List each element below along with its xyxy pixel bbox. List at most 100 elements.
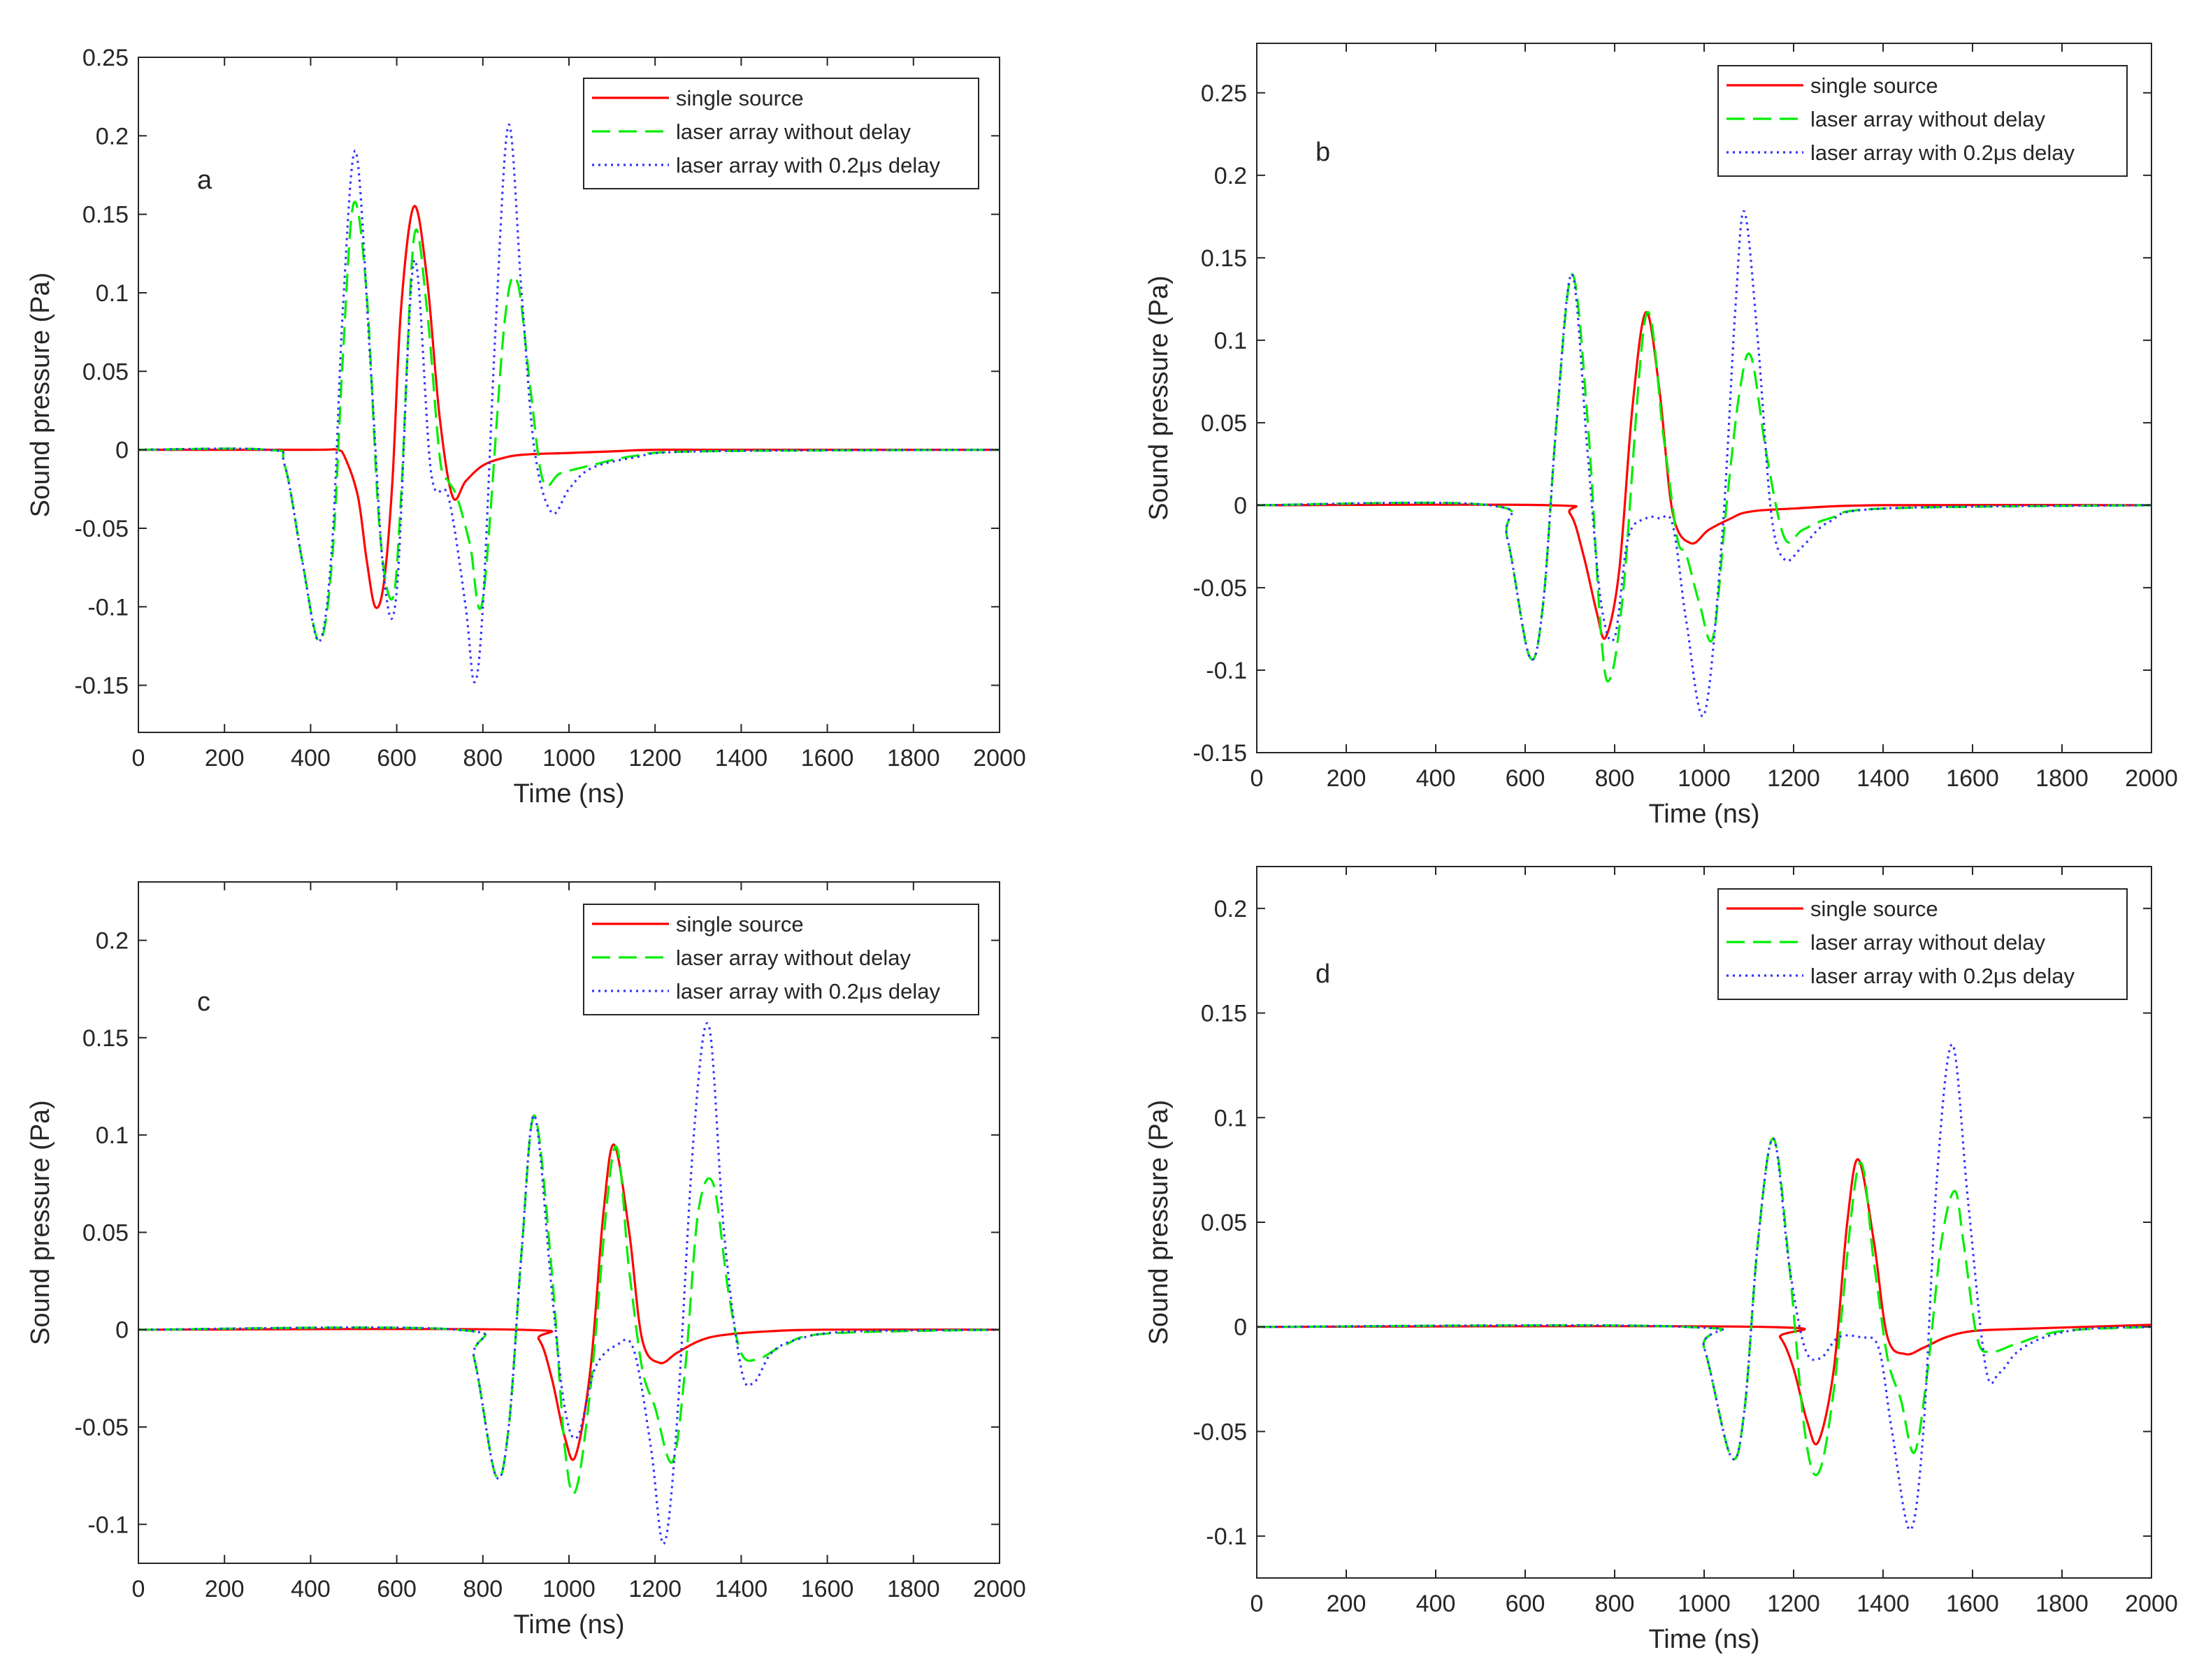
x-tick-label: 1600 — [1946, 765, 1999, 792]
x-tick-label: 0 — [1250, 765, 1264, 792]
y-tick-label: 0.25 — [82, 45, 129, 71]
x-tick-label: 1000 — [1678, 1591, 1731, 1617]
y-axis-title: Sound pressure (Pa) — [1144, 275, 1174, 521]
x-axis-title: Time (ns) — [513, 1610, 624, 1639]
series-line-1 — [138, 205, 1000, 609]
x-tick-label: 1800 — [887, 745, 940, 772]
x-tick-label: 2000 — [973, 1576, 1026, 1602]
x-tick-label: 200 — [1327, 1591, 1367, 1617]
x-tick-label: 0 — [132, 1576, 145, 1602]
y-tick-label: -0.05 — [1193, 1419, 1248, 1445]
y-tick-label: 0.1 — [96, 1122, 129, 1149]
x-tick-label: 600 — [377, 745, 417, 772]
legend-label-2: laser array without delay — [676, 120, 911, 144]
series-line-1 — [138, 1143, 1000, 1461]
x-tick-label: 1400 — [715, 745, 768, 772]
y-tick-label: 0.1 — [1214, 1105, 1247, 1131]
y-tick-label: -0.1 — [87, 1512, 129, 1538]
x-tick-label: 1800 — [887, 1576, 940, 1602]
chart-panel-c: 0 200 400 600 800 1000 1200 1400 1600 1800 2000 -0.… — [26, 881, 1026, 1639]
legend-label-2: laser array without delay — [676, 946, 911, 970]
y-tick-label: 0.2 — [1214, 163, 1247, 189]
y-tick-label: -0.1 — [87, 594, 129, 621]
y-tick-label: -0.05 — [1193, 575, 1248, 602]
y-tick-label: 0.15 — [1201, 245, 1247, 272]
x-tick-label: 1200 — [628, 1576, 682, 1602]
y-tick-label: -0.05 — [75, 516, 129, 542]
y-tick-label: 0.05 — [82, 359, 129, 385]
x-tick-label: 200 — [205, 745, 245, 772]
y-tick-label: -0.15 — [1193, 740, 1248, 767]
series-line-3 — [1257, 210, 2151, 718]
x-tick-label: 200 — [1327, 765, 1367, 792]
legend: single source laser array without delay la… — [583, 904, 979, 1015]
legend-box — [583, 904, 979, 1015]
series-line-1 — [1257, 1158, 2151, 1446]
chart-panel-d: 0 200 400 600 800 1000 1200 1400 1600 1800 2000 -0.… — [1144, 866, 2178, 1654]
y-axis-title: Sound pressure (Pa) — [1144, 1100, 1174, 1345]
x-tick-label: 400 — [291, 745, 331, 772]
x-tick-label: 800 — [463, 745, 503, 772]
x-tick-label: 1200 — [1767, 765, 1820, 792]
y-tick-label: 0.05 — [82, 1219, 129, 1246]
x-tick-label: 1800 — [2035, 1591, 2089, 1617]
legend-label-1: single source — [676, 912, 804, 936]
x-axis-title: Time (ns) — [1648, 1625, 1759, 1654]
y-tick-label: 0 — [1234, 493, 1247, 519]
legend-label-2: laser array without delay — [1810, 930, 2045, 955]
y-tick-label: 0.2 — [1214, 896, 1247, 922]
x-tick-label: 800 — [1595, 1591, 1635, 1617]
series-group — [138, 1022, 1000, 1545]
legend: single source laser array without delay la… — [1717, 888, 2128, 1000]
y-tick-label: 0 — [115, 437, 129, 464]
x-tick-label: 0 — [132, 745, 145, 772]
y-tick-label: 0.05 — [1201, 410, 1247, 437]
x-tick-label: 1600 — [1946, 1591, 1999, 1617]
legend-label-1: single source — [676, 86, 804, 110]
y-tick-label: 0.25 — [1201, 80, 1247, 107]
x-tick-label: 1800 — [2035, 765, 2089, 792]
series-group — [1257, 1043, 2151, 1531]
panel-label: c — [197, 987, 210, 1017]
x-tick-label: 800 — [463, 1576, 503, 1602]
y-tick-label: 0.1 — [1214, 328, 1247, 354]
y-tick-label: -0.1 — [1206, 1523, 1247, 1550]
x-axis-title: Time (ns) — [513, 779, 624, 809]
x-tick-label: 400 — [1416, 1591, 1456, 1617]
x-tick-label: 1600 — [801, 745, 854, 772]
x-tick-label: 800 — [1595, 765, 1635, 792]
series-line-2 — [138, 1114, 1000, 1496]
x-tick-label: 1200 — [628, 745, 682, 772]
y-tick-label: -0.05 — [75, 1414, 129, 1441]
x-tick-label: 600 — [1506, 765, 1545, 792]
x-tick-label: 2000 — [2125, 1591, 2178, 1617]
series-line-3 — [138, 123, 1000, 683]
chart-panel-b: 0 200 400 600 800 1000 1200 1400 1600 1800 2000 -0.… — [1144, 43, 2178, 829]
x-tick-label: 1000 — [542, 1576, 596, 1602]
y-axis-title: Sound pressure (Pa) — [26, 273, 55, 518]
y-tick-label: -0.15 — [75, 673, 129, 700]
legend-box — [1717, 888, 2128, 1000]
y-tick-label: 0.15 — [82, 1025, 129, 1052]
legend-label-1: single source — [1810, 897, 1938, 921]
y-tick-label: 0.05 — [1201, 1210, 1247, 1236]
y-tick-label: 0.1 — [96, 280, 129, 307]
x-tick-label: 400 — [291, 1576, 331, 1602]
legend: single source laser array without delay la… — [583, 78, 979, 189]
panel-label: d — [1315, 960, 1330, 989]
legend-label-3: laser array with 0.2μs delay — [1810, 964, 2075, 988]
series-line-2 — [1257, 1137, 2151, 1477]
x-tick-label: 200 — [205, 1576, 245, 1602]
y-tick-label: 0 — [115, 1317, 129, 1344]
series-group — [1257, 210, 2151, 718]
x-tick-label: 1000 — [1678, 765, 1731, 792]
legend-label-1: single source — [1810, 73, 1938, 98]
series-line-2 — [1257, 273, 2151, 683]
y-tick-label: 0.2 — [96, 123, 129, 150]
y-tick-label: 0.15 — [1201, 1001, 1247, 1027]
x-tick-label: 1400 — [715, 1576, 768, 1602]
x-tick-label: 1000 — [542, 745, 596, 772]
x-tick-label: 0 — [1250, 1591, 1264, 1617]
x-tick-label: 1200 — [1767, 1591, 1820, 1617]
